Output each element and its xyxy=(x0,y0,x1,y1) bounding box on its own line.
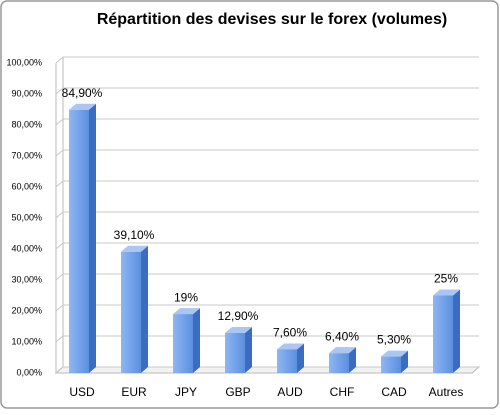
value-label: 5,30% xyxy=(377,333,411,347)
bar xyxy=(433,295,453,373)
bar-top xyxy=(225,327,252,334)
bar-top xyxy=(121,245,148,252)
bar-side xyxy=(89,103,96,373)
bar-side xyxy=(245,327,252,373)
y-tick-label: 40,00% xyxy=(11,243,42,253)
y-tick-label: 20,00% xyxy=(11,305,42,315)
y-tick-label: 90,00% xyxy=(11,88,42,98)
value-label: 84,90% xyxy=(62,86,103,100)
grid-line xyxy=(55,87,479,95)
y-tick-label: 10,00% xyxy=(11,336,42,346)
x-tick-label: Autres xyxy=(429,385,464,399)
bar xyxy=(69,109,89,373)
y-tick-label: 0,00% xyxy=(16,367,42,377)
value-label: 12,90% xyxy=(218,309,259,323)
floor xyxy=(54,366,481,374)
bar xyxy=(225,333,245,373)
x-tick-label: GBP xyxy=(225,385,250,399)
grid-line xyxy=(55,149,479,157)
grid-line xyxy=(55,118,479,126)
bar xyxy=(173,314,193,373)
grid-line xyxy=(55,211,479,219)
bar-top xyxy=(433,289,460,296)
bar-top xyxy=(173,308,200,315)
grid-line xyxy=(55,242,479,250)
value-label: 25% xyxy=(434,272,458,286)
grid-line xyxy=(55,304,479,312)
value-label: 6,40% xyxy=(325,329,359,343)
bar-side xyxy=(193,308,200,373)
x-tick-label: JPY xyxy=(175,385,197,399)
y-tick-label: 70,00% xyxy=(11,150,42,160)
x-tick-label: USD xyxy=(69,385,95,399)
value-label: 19% xyxy=(174,290,198,304)
bar-top xyxy=(329,347,356,354)
y-tick-label: 100,00% xyxy=(6,57,42,67)
bar xyxy=(381,356,401,373)
y-tick-label: 50,00% xyxy=(11,212,42,222)
x-tick-label: AUD xyxy=(277,385,303,399)
x-tick-label: EUR xyxy=(121,385,147,399)
bar-side xyxy=(453,289,460,373)
x-tick-label: CAD xyxy=(381,385,407,399)
value-label: 7,60% xyxy=(273,326,307,340)
bar-side xyxy=(401,350,408,373)
bar xyxy=(329,353,349,373)
value-label: 39,10% xyxy=(114,228,155,242)
bar-top xyxy=(381,350,408,357)
bar-top xyxy=(69,103,96,110)
grid-line xyxy=(55,335,479,343)
bar xyxy=(277,349,297,373)
grid-line xyxy=(55,56,479,64)
bar-side xyxy=(297,343,304,373)
grid-line xyxy=(55,180,479,188)
bar-side xyxy=(141,245,148,373)
x-tick-label: CHF xyxy=(330,385,355,399)
y-tick-label: 60,00% xyxy=(11,181,42,191)
y-tick-label: 30,00% xyxy=(11,274,42,284)
bar-side xyxy=(349,347,356,373)
bar-top xyxy=(277,343,304,350)
grid-line xyxy=(55,273,479,281)
bar xyxy=(121,251,141,373)
chart-title: Répartition des devises sur le forex (vo… xyxy=(97,11,447,28)
y-tick-label: 80,00% xyxy=(11,119,42,129)
